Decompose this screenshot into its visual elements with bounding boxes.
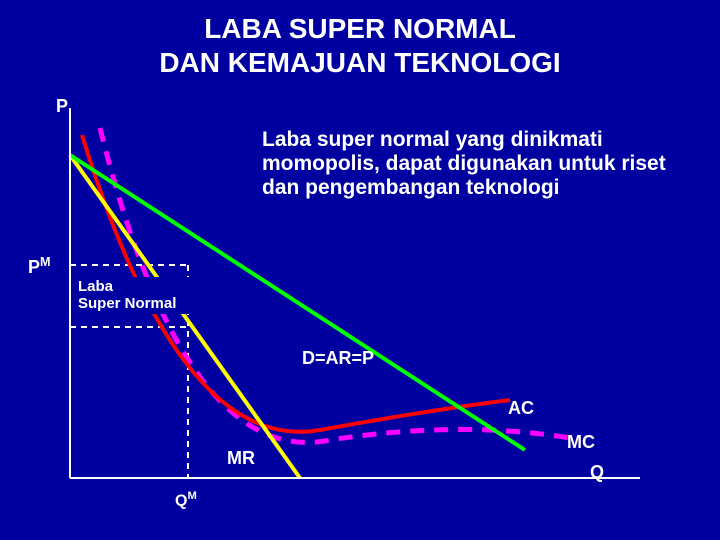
profit-label-box: Laba Super Normal bbox=[74, 277, 192, 314]
slide-root: LABA SUPER NORMAL DAN KEMAJUAN TEKNOLOGI… bbox=[0, 0, 720, 540]
qm-sup: M bbox=[187, 490, 196, 502]
pm-main: P bbox=[28, 257, 40, 277]
demand-label: D=AR=P bbox=[302, 348, 374, 369]
x-axis-label: Q bbox=[590, 462, 604, 483]
price-level-label: PM bbox=[28, 255, 51, 278]
mc-label: MC bbox=[567, 432, 595, 453]
mr-curve bbox=[70, 155, 300, 478]
mr-label: MR bbox=[227, 448, 255, 469]
profit-line2: Super Normal bbox=[78, 296, 188, 313]
pm-sup: M bbox=[40, 255, 51, 269]
y-axis-label: P bbox=[56, 96, 68, 117]
quantity-level-label: QM bbox=[175, 490, 197, 510]
ac-label: AC bbox=[508, 398, 534, 419]
qm-main: Q bbox=[175, 492, 187, 509]
chart-svg bbox=[0, 0, 720, 540]
profit-line1: Laba bbox=[78, 279, 188, 296]
